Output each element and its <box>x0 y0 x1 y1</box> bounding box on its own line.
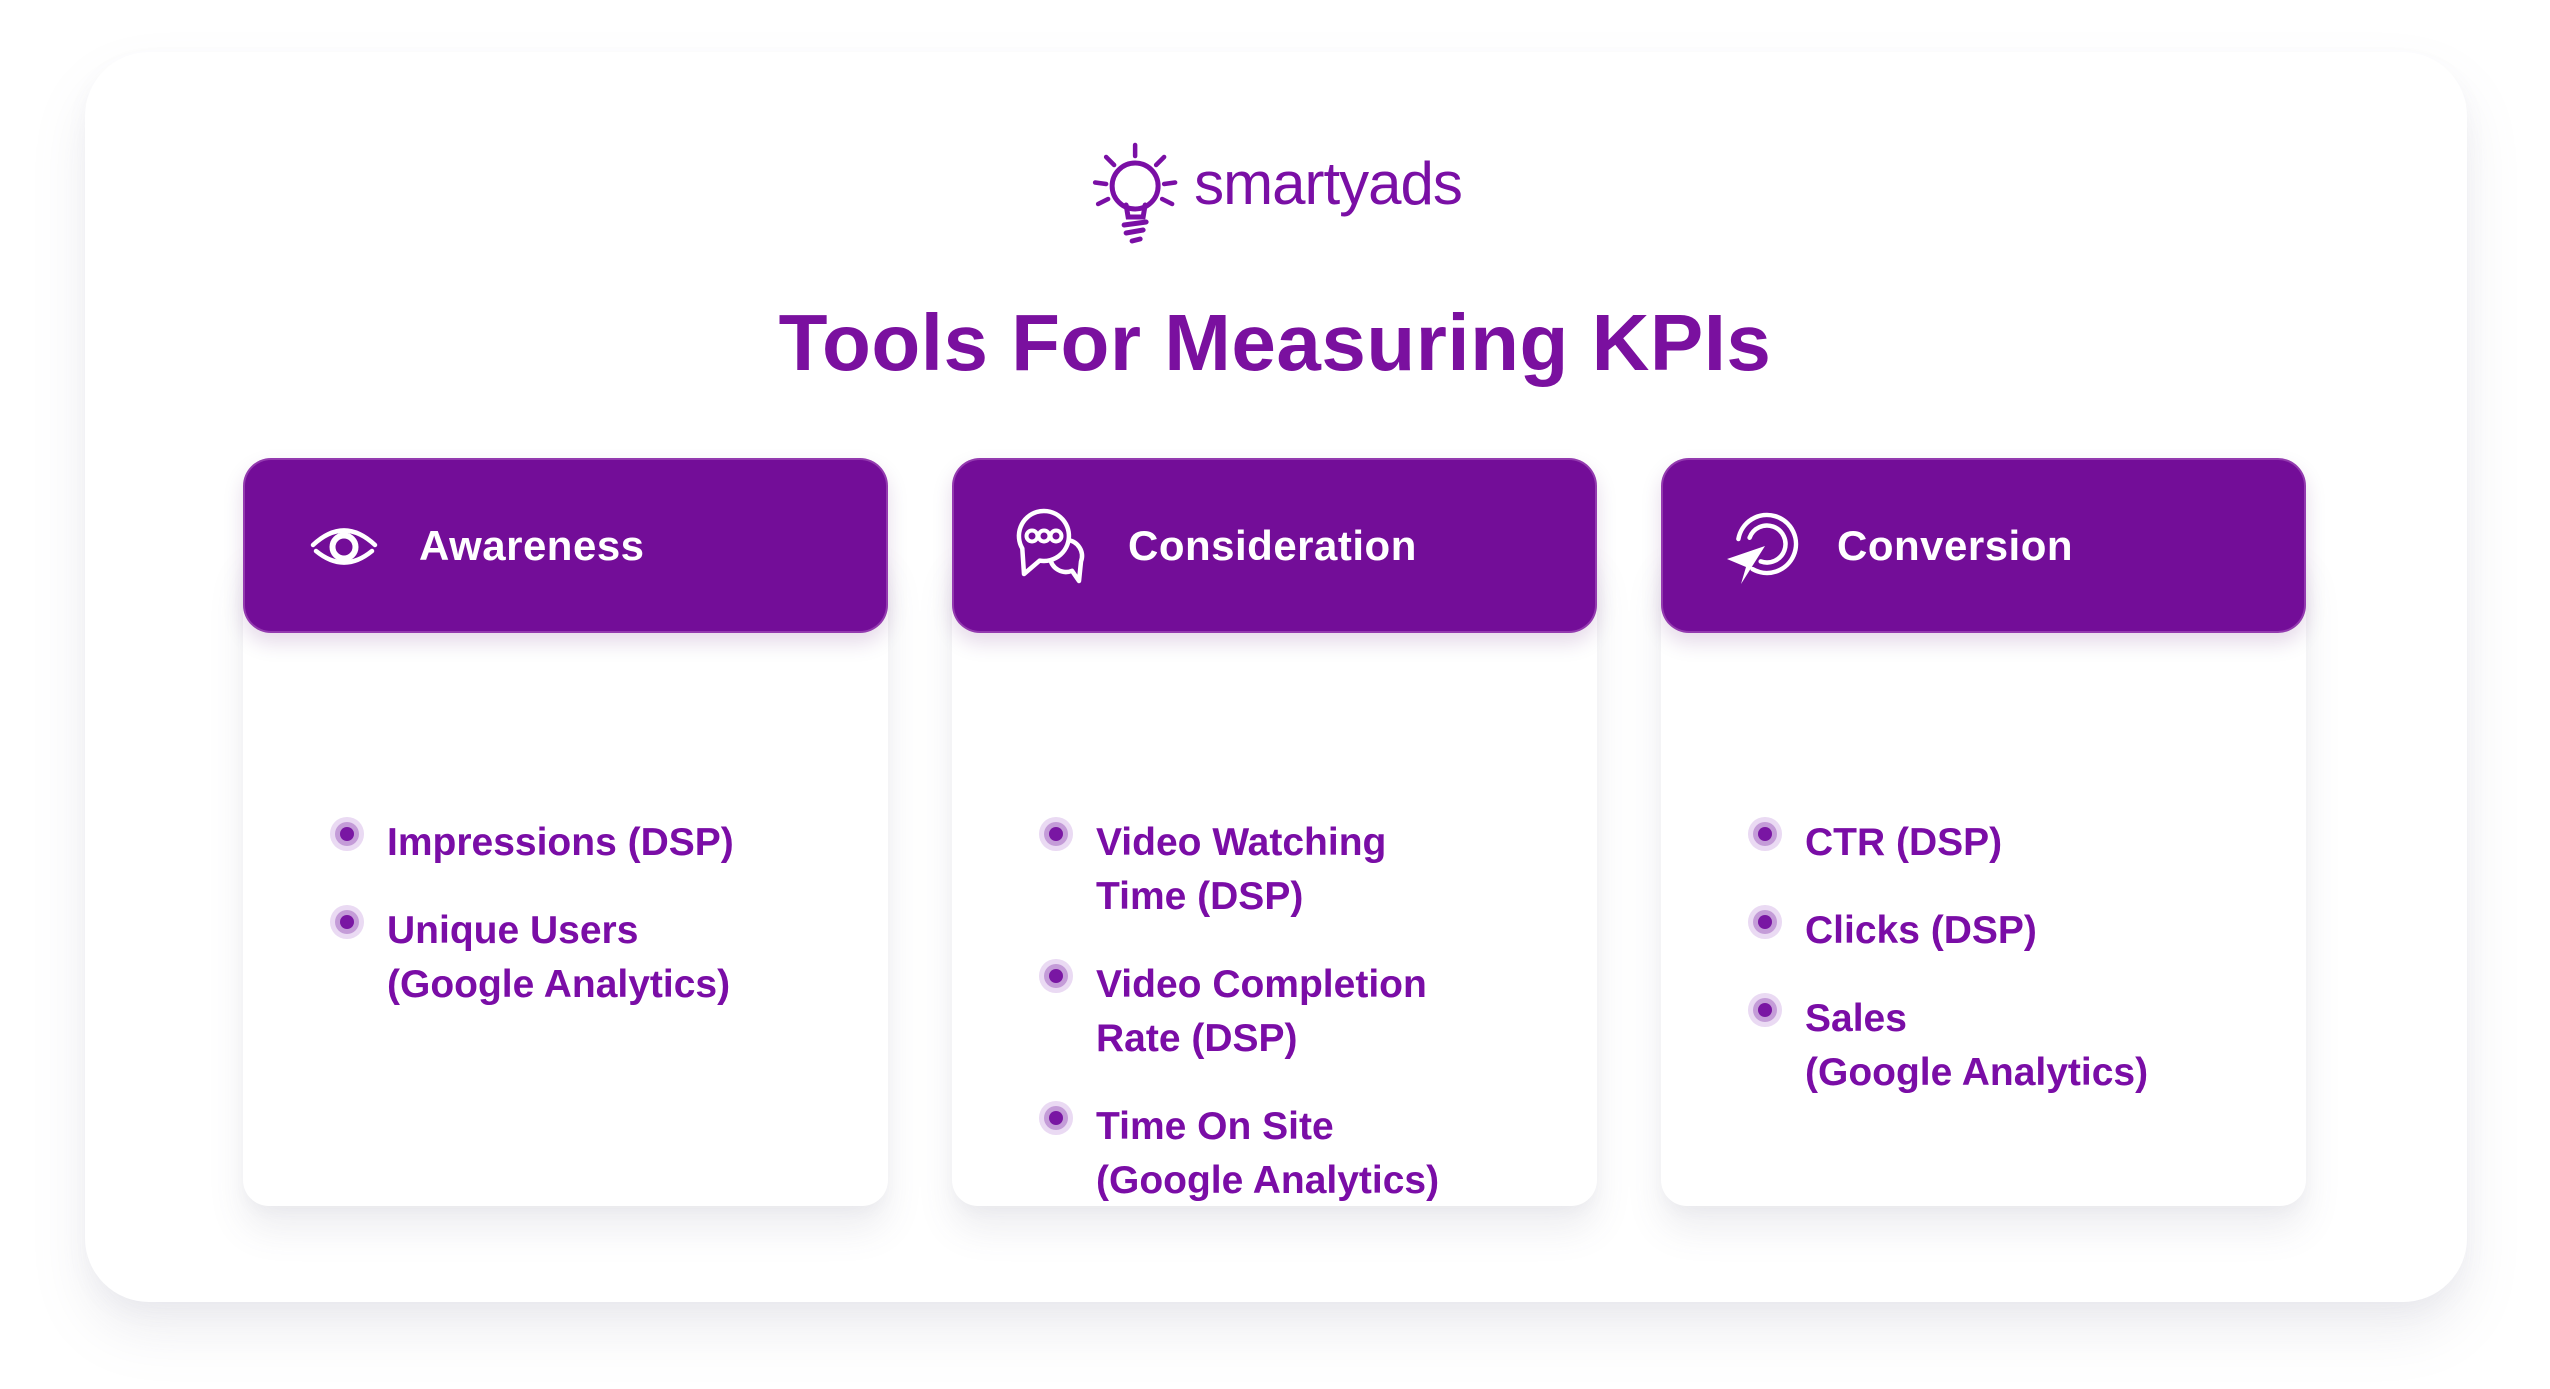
conversion-card: CTR (DSP) Clicks (DSP) Sales (Google Ana… <box>1661 544 2306 1206</box>
awareness-card: Impressions (DSP) Unique Users (Google A… <box>243 544 888 1206</box>
awareness-list: Impressions (DSP) Unique Users (Google A… <box>340 816 860 1046</box>
brand-name: smartyads <box>1194 150 1463 217</box>
awareness-header: Awareness <box>243 458 888 633</box>
item-text: Time On Site (Google Analytics) <box>1096 1105 1440 1202</box>
list-item: Time On Site (Google Analytics) <box>1049 1100 1569 1208</box>
list-item: Clicks (DSP) <box>1758 904 2278 958</box>
bullet-icon <box>1758 1003 1772 1017</box>
chat-bubbles-icon <box>1010 503 1096 589</box>
brand-logo: smartyads <box>1088 138 1463 244</box>
eye-icon <box>301 503 387 589</box>
list-item: Unique Users (Google Analytics) <box>340 904 860 1012</box>
conversion-list: CTR (DSP) Clicks (DSP) Sales (Google Ana… <box>1758 816 2278 1134</box>
header-label: Awareness <box>419 521 645 569</box>
column-awareness: Impressions (DSP) Unique Users (Google A… <box>243 458 888 1218</box>
bullet-icon <box>1049 969 1063 983</box>
consideration-header: Consideration <box>952 458 1597 633</box>
item-text: Clicks (DSP) <box>1805 909 2037 952</box>
item-text: Video Watching Time (DSP) <box>1096 821 1387 918</box>
consideration-card: Video Watching Time (DSP) Video Completi… <box>952 544 1597 1206</box>
consideration-list: Video Watching Time (DSP) Video Completi… <box>1049 816 1569 1242</box>
lightbulb-icon <box>1088 138 1184 244</box>
bullet-icon <box>340 827 354 841</box>
bullet-icon <box>1758 827 1772 841</box>
list-item: Video Watching Time (DSP) <box>1049 816 1569 924</box>
list-item: Video Completion Rate (DSP) <box>1049 958 1569 1066</box>
page-title: Tools For Measuring KPIs <box>778 298 1772 387</box>
list-item: CTR (DSP) <box>1758 816 2278 870</box>
cursor-click-icon <box>1719 503 1805 589</box>
bullet-icon <box>340 915 354 929</box>
header-label: Consideration <box>1128 521 1417 569</box>
list-item: Sales (Google Analytics) <box>1758 992 2278 1100</box>
bullet-icon <box>1049 827 1063 841</box>
list-item: Impressions (DSP) <box>340 816 860 870</box>
item-text: Sales (Google Analytics) <box>1805 997 2149 1094</box>
item-text: Video Completion Rate (DSP) <box>1096 963 1427 1060</box>
column-conversion: CTR (DSP) Clicks (DSP) Sales (Google Ana… <box>1661 458 2306 1218</box>
conversion-header: Conversion <box>1661 458 2306 633</box>
bullet-icon <box>1758 915 1772 929</box>
item-text: CTR (DSP) <box>1805 821 2003 864</box>
header-label: Conversion <box>1837 521 2074 569</box>
bullet-icon <box>1049 1111 1063 1125</box>
item-text: Impressions (DSP) <box>387 821 734 864</box>
item-text: Unique Users (Google Analytics) <box>387 909 731 1006</box>
column-consideration: Video Watching Time (DSP) Video Completi… <box>952 458 1597 1218</box>
